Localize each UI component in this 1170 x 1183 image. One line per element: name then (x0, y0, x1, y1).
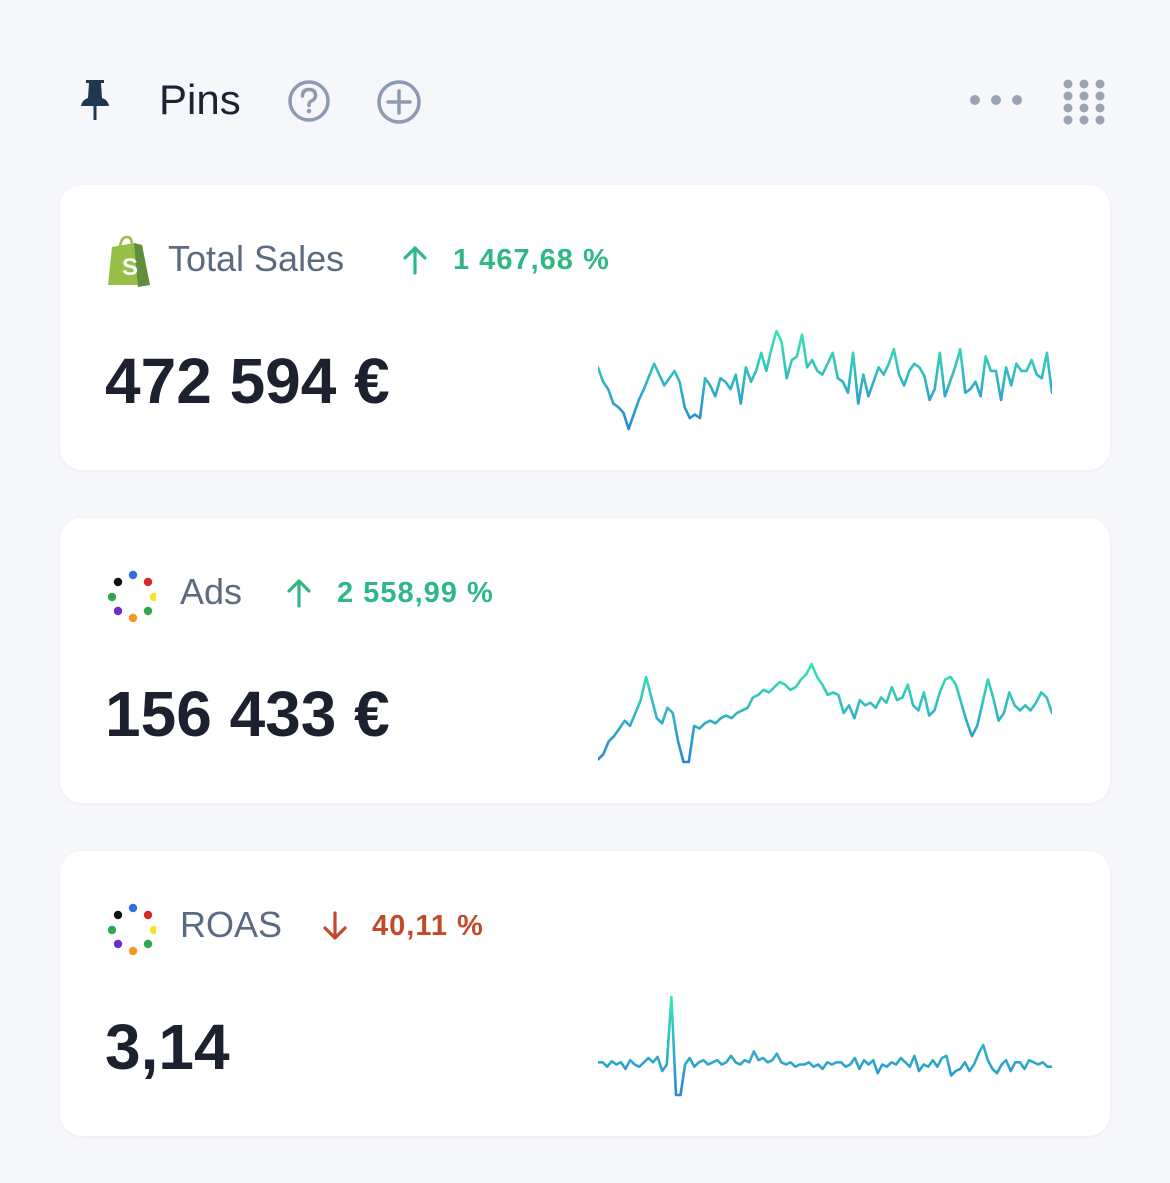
metric-card-ads[interactable]: Ads 2 558,99 % 156 433 € (60, 518, 1110, 803)
sparkline (598, 995, 1052, 1097)
card-label: Ads (180, 571, 243, 612)
add-icon[interactable] (376, 79, 422, 125)
page-title: Pins (159, 76, 241, 123)
delta-percent: 2 558,99 % (337, 577, 494, 609)
grid-icon[interactable] (1058, 76, 1110, 128)
metric-value: 3,14 (105, 1011, 230, 1083)
shopify-bag-icon: S (108, 235, 150, 287)
help-icon[interactable] (287, 79, 331, 123)
svg-text:S: S (122, 254, 138, 281)
card-label: Total Sales (168, 238, 345, 279)
sparkline (598, 329, 1052, 431)
sparkline-path (598, 995, 1052, 1097)
metric-value: 156 433 € (105, 678, 390, 750)
metric-card-roas[interactable]: ROAS 40,11 % 3,14 (60, 851, 1110, 1136)
pins-header: Pins (0, 0, 1170, 190)
multicolor-dots-icon (107, 570, 156, 622)
delta-percent: 40,11 % (372, 910, 484, 942)
card-label: ROAS (180, 904, 283, 945)
sparkline-path (598, 662, 1052, 764)
arrow-up-icon (287, 579, 311, 608)
metric-value: 472 594 € (105, 345, 390, 417)
arrow-down-icon (323, 911, 347, 940)
arrow-up-icon (403, 246, 427, 275)
sparkline-path (598, 329, 1052, 431)
multicolor-dots-icon (107, 903, 156, 955)
pin-icon (81, 80, 109, 120)
metric-card-total-sales[interactable]: S Total Sales 1 467,68 % 472 594 € (60, 185, 1110, 470)
sparkline (598, 662, 1052, 764)
more-icon[interactable] (966, 90, 1026, 110)
delta-percent: 1 467,68 % (453, 244, 610, 276)
